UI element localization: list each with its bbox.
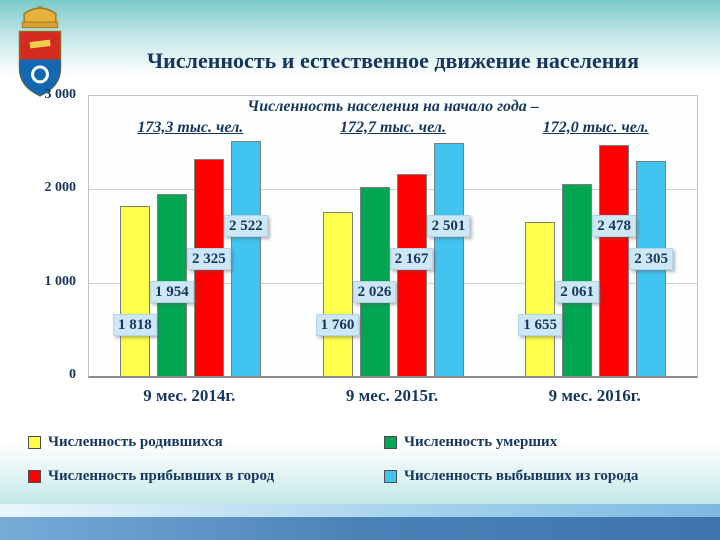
bar-arrived — [396, 173, 427, 376]
legend-item-arrived: Численность прибывших в город — [28, 468, 384, 485]
city-coat-of-arms-icon — [18, 6, 62, 97]
bar-value-label-departed: 2 501 — [426, 215, 471, 237]
bar-value-label-deaths: 2 061 — [555, 281, 600, 303]
bar-deaths — [562, 183, 593, 376]
bar-value-label-births: 1 818 — [112, 314, 157, 336]
bar-group-1: 1 818 1 954 2 325 2 522 — [112, 96, 268, 376]
legend-swatch-arrived — [28, 470, 41, 483]
category-label: 9 мес. 2015г. — [345, 386, 439, 405]
bar-value-label-arrived: 2 478 — [592, 215, 637, 237]
legend-item-departed: Численность выбывших из города — [384, 468, 694, 485]
legend-label-arrived: Численность прибывших в город — [48, 468, 275, 484]
crown-icon — [21, 6, 59, 29]
footer-strip-light — [0, 504, 720, 517]
bar-value-label-arrived: 2 325 — [186, 248, 231, 270]
y-axis-label: 3 000 — [44, 87, 77, 102]
category-label: 9 мес. 2014г. — [143, 386, 236, 405]
bar-value-label-births: 1 655 — [518, 314, 563, 336]
bar-value-label-departed: 2 522 — [223, 215, 268, 237]
gridline — [89, 189, 697, 191]
bar-departed — [230, 140, 261, 376]
legend: Численность родившихся Численность умерши… — [28, 434, 694, 485]
y-axis-label: 2 000 — [44, 180, 77, 196]
bar-births — [119, 206, 150, 376]
y-axis-label: 0 — [69, 367, 76, 382]
bar-arrived — [599, 144, 630, 376]
bar-value-label-departed: 2 305 — [629, 248, 674, 270]
shield-icon — [18, 30, 62, 97]
legend-item-deaths: Численность умерших — [384, 434, 694, 451]
bar-births — [322, 211, 353, 376]
bar-births — [525, 221, 556, 376]
legend-swatch-births — [28, 436, 41, 449]
chart-subtitle: Численность населения на начало года – — [247, 98, 539, 115]
page-title: Численность и естественное движение насе… — [147, 48, 639, 73]
bar-value-label-deaths: 2 026 — [352, 281, 397, 303]
legend-swatch-deaths — [384, 436, 397, 449]
population-value: 172,7 тыс. чел. — [340, 119, 446, 136]
population-values-row: 173,3 тыс. чел. 172,7 тыс. чел. 172,0 тыс.… — [89, 119, 697, 137]
y-axis: 3 000 2 000 1 000 0 — [14, 87, 77, 382]
legend-label-deaths: Численность умерших — [404, 434, 558, 450]
bar-value-label-births: 1 760 — [315, 314, 360, 336]
bar-value-label-deaths: 1 954 — [149, 281, 194, 303]
category-label: 9 мес. 2016г. — [548, 386, 641, 405]
population-value: 173,3 тыс. чел. — [137, 119, 244, 136]
footer-strip-dark — [0, 517, 720, 540]
legend-item-births: Численность родившихся — [28, 434, 384, 451]
bar-departed — [433, 142, 464, 376]
bar-group-3: 1 655 2 061 2 478 2 305 — [518, 96, 674, 376]
y-axis-label: 1 000 — [44, 273, 77, 289]
legend-label-departed: Численность выбывших из города — [404, 468, 639, 484]
legend-label-births: Численность родившихся — [48, 434, 223, 450]
plot-area: Численность населения на начало года – 1… — [88, 95, 698, 378]
bar-value-label-arrived: 2 167 — [389, 248, 434, 270]
bar-group-2: 1 760 2 026 2 167 2 501 — [315, 96, 471, 376]
category-axis: 9 мес. 2014г. 9 мес. 2015г. 9 мес. 2016г. — [88, 386, 696, 406]
legend-swatch-departed — [384, 470, 397, 483]
population-value: 172,0 тыс. чел. — [542, 119, 649, 136]
